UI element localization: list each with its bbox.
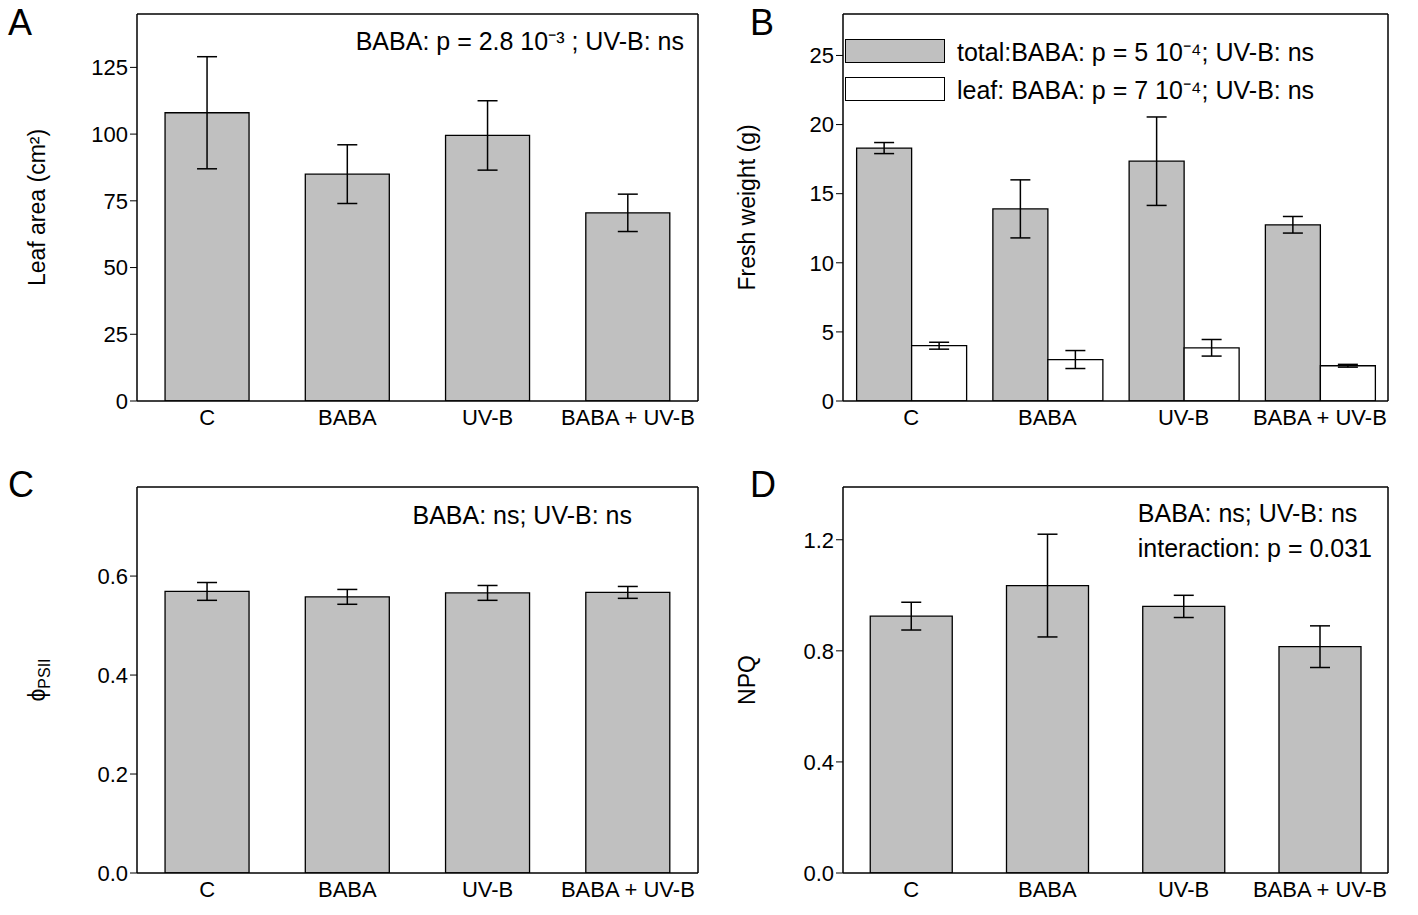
svg-text:UV-B: UV-B bbox=[462, 405, 513, 430]
svg-text:10: 10 bbox=[810, 251, 834, 276]
svg-text:0.6: 0.6 bbox=[97, 564, 128, 589]
html-text:B: B bbox=[750, 2, 774, 43]
svg-text:125: 125 bbox=[91, 55, 128, 80]
svg-text:BABA + UV-B: BABA + UV-B bbox=[1253, 877, 1387, 902]
svg-text:75: 75 bbox=[104, 189, 128, 214]
html-text:C: C bbox=[8, 464, 34, 505]
html-text:BABA: ns; UV-B: ns: BABA: ns; UV-B: ns bbox=[1137, 499, 1358, 527]
html-text:interaction: p = 0.031: interaction: p = 0.031 bbox=[1137, 534, 1372, 562]
svg-text:BABA: BABA bbox=[318, 877, 377, 902]
html-text:total:BABA: p = 5 10⁻⁴; UV-B:: total:BABA: p = 5 10⁻⁴; UV-B: ns bbox=[957, 38, 1315, 66]
svg-text:ϕPSII: ϕPSII bbox=[24, 658, 53, 701]
svg-text:15: 15 bbox=[810, 181, 834, 206]
svg-text:0.2: 0.2 bbox=[97, 762, 128, 787]
html-text:BABA: p = 2.8 10⁻³ ; UV-B: ns: BABA: p = 2.8 10⁻³ ; UV-B: ns bbox=[355, 27, 684, 55]
svg-text:20: 20 bbox=[810, 112, 834, 137]
svg-text:25: 25 bbox=[810, 43, 834, 68]
svg-text:0: 0 bbox=[822, 389, 834, 414]
svg-text:0.8: 0.8 bbox=[803, 639, 834, 664]
svg-text:BABA + UV-B: BABA + UV-B bbox=[561, 877, 695, 902]
svg-text:0.4: 0.4 bbox=[97, 663, 128, 688]
html-text:A: A bbox=[8, 2, 32, 43]
svg-text:NPQ: NPQ bbox=[734, 655, 760, 705]
html-text:leaf: BABA: p = 7 10⁻⁴; UV-B:: leaf: BABA: p = 7 10⁻⁴; UV-B: ns bbox=[957, 76, 1315, 104]
svg-text:C: C bbox=[199, 405, 215, 430]
svg-text:0: 0 bbox=[116, 389, 128, 414]
svg-text:1.2: 1.2 bbox=[803, 528, 834, 553]
svg-text:50: 50 bbox=[104, 255, 128, 280]
svg-text:100: 100 bbox=[91, 122, 128, 147]
svg-text:BABA: BABA bbox=[318, 405, 377, 430]
svg-text:25: 25 bbox=[104, 322, 128, 347]
svg-text:C: C bbox=[903, 877, 919, 902]
svg-text:UV-B: UV-B bbox=[1158, 877, 1209, 902]
svg-text:C: C bbox=[903, 405, 919, 430]
svg-text:C: C bbox=[199, 877, 215, 902]
svg-text:Leaf area (cm²): Leaf area (cm²) bbox=[24, 129, 50, 286]
html-text:D: D bbox=[750, 464, 776, 505]
svg-text:BABA: BABA bbox=[1018, 877, 1077, 902]
svg-text:Fresh weight (g): Fresh weight (g) bbox=[734, 124, 760, 290]
svg-text:5: 5 bbox=[822, 320, 834, 345]
svg-text:BABA + UV-B: BABA + UV-B bbox=[1253, 405, 1387, 430]
svg-text:BABA + UV-B: BABA + UV-B bbox=[561, 405, 695, 430]
svg-text:UV-B: UV-B bbox=[1158, 405, 1209, 430]
svg-text:0.0: 0.0 bbox=[803, 861, 834, 886]
svg-text:BABA: BABA bbox=[1018, 405, 1077, 430]
svg-text:UV-B: UV-B bbox=[462, 877, 513, 902]
svg-text:0.4: 0.4 bbox=[803, 750, 834, 775]
svg-text:0.0: 0.0 bbox=[97, 861, 128, 886]
html-text:BABA: ns; UV-B: ns: BABA: ns; UV-B: ns bbox=[412, 501, 632, 529]
